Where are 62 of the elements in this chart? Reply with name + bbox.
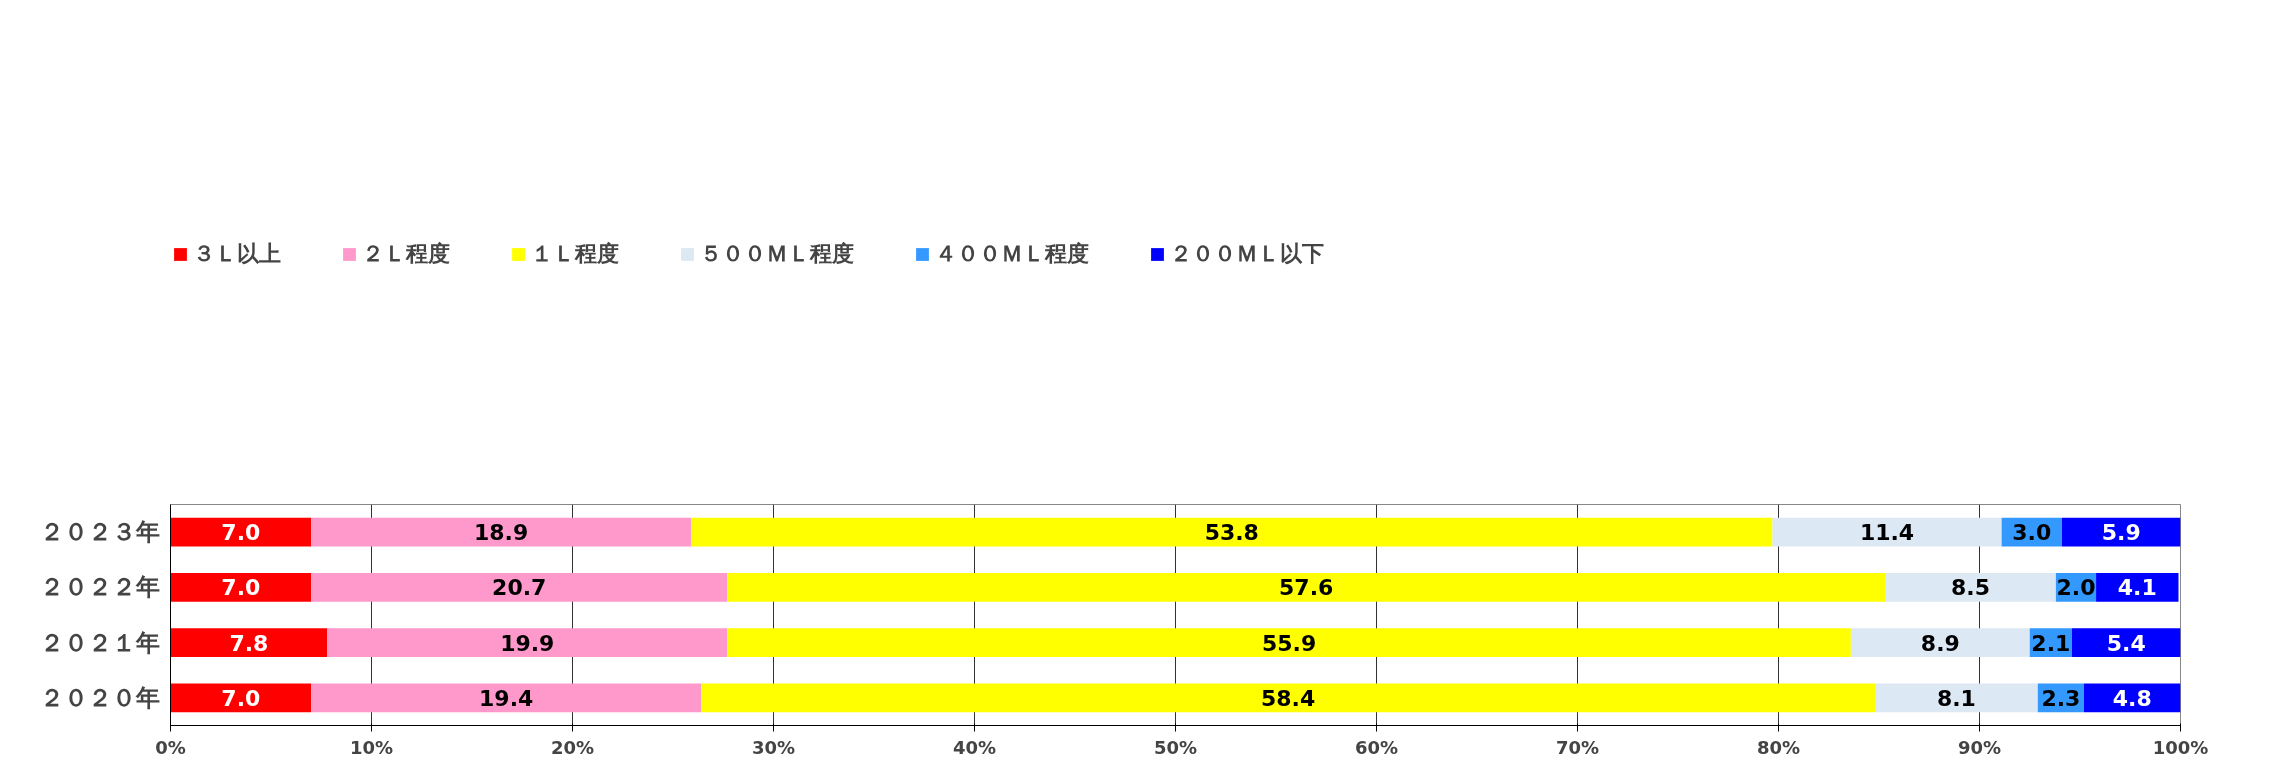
data-label: 57.6 [1279, 575, 1334, 601]
bar [727, 573, 1886, 602]
bar [311, 573, 728, 602]
x-tick-label: 80% [1756, 736, 1801, 758]
data-label: 2.3 [2041, 685, 2081, 711]
bar [327, 628, 728, 657]
legend-label: １Ｌ程度 [531, 240, 619, 268]
legend-label: ５００ＭＬ程度 [700, 240, 854, 268]
data-label: 7.0 [221, 520, 261, 546]
data-label: 19.9 [500, 630, 555, 656]
data-label: 3.0 [2012, 520, 2052, 546]
data-label: 8.1 [1936, 685, 1976, 711]
data-label: 2.0 [2056, 575, 2096, 601]
data-label: 8.5 [1950, 575, 1990, 601]
x-tick-label: 50% [1153, 736, 1198, 758]
bar [2071, 628, 2181, 657]
data-label: 5.9 [2101, 520, 2141, 546]
data-label: 4.1 [2117, 575, 2157, 601]
data-label: 5.4 [2106, 630, 2146, 656]
x-tick-label: 40% [952, 736, 997, 758]
legend-label: ２Ｌ程度 [362, 240, 450, 268]
bar [1885, 573, 2056, 602]
legend-label: ２００ＭＬ以下 [1170, 240, 1324, 268]
data-label: 4.8 [2112, 685, 2152, 711]
x-tick-label: 60% [1354, 736, 1399, 758]
data-label: 8.9 [1920, 630, 1960, 656]
x-tick-label: 70% [1555, 736, 1600, 758]
bar [691, 517, 1773, 547]
bar [1874, 683, 2038, 713]
bar [170, 517, 312, 547]
data-label: 11.4 [1859, 520, 1915, 546]
data-label: 18.9 [474, 520, 529, 546]
bar [170, 683, 312, 713]
y-tick-label: ２０２１年 [39, 628, 160, 657]
data-label: 19.4 [479, 685, 534, 711]
data-label: 2.1 [2031, 630, 2071, 656]
bar [1772, 517, 2002, 547]
data-label: 58.4 [1260, 685, 1316, 711]
x-tick-label: 10% [349, 736, 394, 758]
x-tick-label: 90% [1957, 736, 2002, 758]
x-tick-label: 0% [155, 736, 186, 758]
bar [170, 573, 312, 602]
data-label: 53.8 [1204, 520, 1259, 546]
data-label: 7.8 [229, 630, 269, 656]
x-tick-label: 20% [550, 736, 595, 758]
legend-label: ３Ｌ以上 [193, 240, 281, 268]
y-tick-label: ２０２２年 [39, 573, 160, 602]
data-label: 20.7 [492, 575, 547, 601]
x-tick-label: 100% [2152, 736, 2209, 758]
y-tick-label: ２０２３年 [39, 518, 160, 547]
x-tick-label: 30% [751, 736, 796, 758]
bar [311, 517, 692, 547]
bar [311, 683, 702, 713]
data-label: 7.0 [221, 685, 261, 711]
y-tick-label: ２０２０年 [39, 683, 160, 712]
data-label: 7.0 [221, 575, 261, 601]
bar [727, 628, 1851, 657]
bar [1850, 628, 2030, 657]
bar [170, 628, 328, 657]
bar [701, 683, 1875, 713]
legend-label: ４００ＭＬ程度 [935, 240, 1089, 268]
data-label: 55.9 [1261, 630, 1317, 656]
